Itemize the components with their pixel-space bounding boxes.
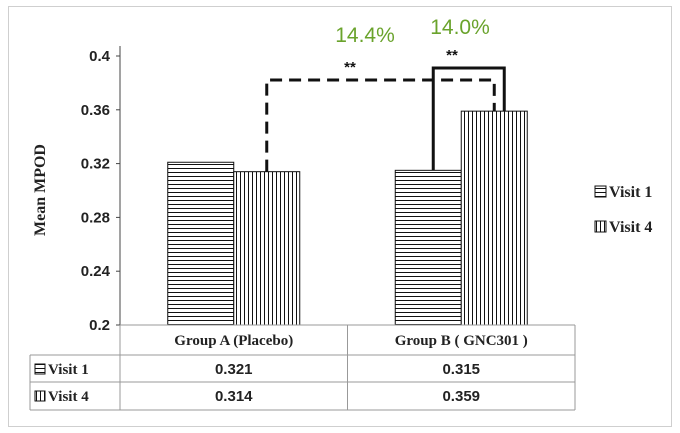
table-row-label: Visit 1 <box>48 362 89 378</box>
legend: Visit 1 Visit 4 <box>594 184 652 236</box>
bar-visit-1 <box>167 161 235 326</box>
y-tick-label: 0.28 <box>81 209 110 226</box>
solid-bracket <box>431 66 506 171</box>
significance-brackets <box>265 66 506 172</box>
bar-visit-4 <box>460 110 528 326</box>
table-cell: 0.321 <box>215 361 253 378</box>
data-table: Group A (Placebo) Group B ( GNC301 ) Visit… <box>29 324 576 411</box>
legend-label: Visit 4 <box>609 219 652 236</box>
significance-stars: ** <box>446 47 458 64</box>
bar-visit-4 <box>233 171 301 326</box>
percent-change-label: 14.4% <box>335 24 395 47</box>
table-swatch <box>34 363 46 375</box>
table-swatch <box>34 390 46 402</box>
category-label: Group B ( GNC301 ) <box>395 333 528 349</box>
significance-stars: ** <box>344 59 356 76</box>
table-cell: 0.315 <box>442 361 480 378</box>
y-tick-label: 0.32 <box>81 156 110 173</box>
percent-change-label: 14.0% <box>430 16 490 39</box>
y-tick-label: 0.2 <box>89 317 110 334</box>
bars <box>120 110 575 326</box>
legend-swatch <box>594 220 607 233</box>
legend-label: Visit 1 <box>609 184 652 201</box>
y-axis: 0.2 0.24 0.28 0.32 0.36 0.4 <box>81 46 121 334</box>
table-row-label: Visit 4 <box>48 389 89 405</box>
y-tick-label: 0.36 <box>81 102 110 119</box>
y-tick-label: 0.24 <box>81 263 111 280</box>
annotations: 14.4% 14.0% ** ** <box>335 16 490 76</box>
dashed-bracket <box>265 78 496 172</box>
y-axis-label: Mean MPOD <box>32 144 49 236</box>
category-label: Group A (Placebo) <box>174 333 293 349</box>
y-tick-label: 0.4 <box>89 48 111 65</box>
legend-swatch <box>594 185 607 198</box>
chart-frame <box>8 6 672 427</box>
table-cell: 0.359 <box>442 388 480 405</box>
table-cell: 0.314 <box>215 388 253 405</box>
bar-visit-1 <box>394 169 462 326</box>
